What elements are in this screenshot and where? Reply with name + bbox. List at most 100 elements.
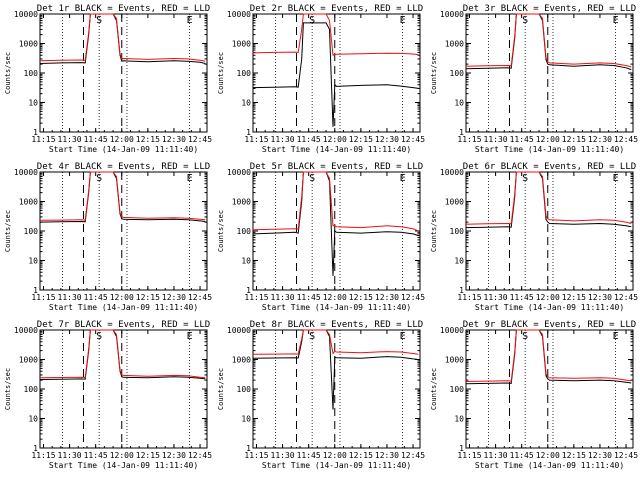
time-marker-label: S [522, 331, 528, 342]
y-tick-label: 10000 [440, 326, 464, 335]
y-axis-title: Counts/sec [217, 210, 225, 252]
events-series-line [39, 13, 206, 64]
x-tick-label: 12:00 [110, 135, 134, 144]
x-tick-label: 11:30 [271, 451, 295, 460]
x-tick-label: 12:15 [349, 293, 373, 302]
x-tick-label: 11:45 [84, 451, 108, 460]
panel-title: Det 7r BLACK = Events, RED = LLD [37, 320, 210, 330]
y-tick-label: 10000 [14, 326, 38, 335]
x-tick-label: 12:45 [188, 135, 212, 144]
y-tick-label: 1000 [232, 40, 251, 49]
y-axis-title: Counts/sec [430, 368, 438, 410]
x-tick-label: 11:15 [244, 451, 268, 460]
y-tick-label: 100 [237, 385, 252, 394]
y-axis-title: Counts/sec [430, 52, 438, 94]
y-tick-label: 1 [246, 286, 251, 295]
lld-series-line [39, 171, 206, 221]
x-tick-label: 11:30 [58, 451, 82, 460]
x-axis-title: Start Time (14-Jan-09 11:11:40) [49, 145, 198, 154]
lld-series-line [465, 171, 632, 225]
x-axis-title: Start Time (14-Jan-09 11:11:40) [475, 461, 624, 470]
x-tick-label: 11:30 [484, 293, 508, 302]
x-tick-label: 11:45 [84, 135, 108, 144]
panel-title: Det 2r BLACK = Events, RED = LLD [250, 4, 423, 14]
x-tick-label: 12:45 [614, 135, 638, 144]
y-tick-label: 10 [454, 99, 464, 108]
x-tick-label: 12:30 [588, 451, 612, 460]
y-tick-label: 100 [237, 227, 252, 236]
x-tick-label: 12:00 [536, 293, 560, 302]
lld-series-line [252, 13, 419, 56]
x-tick-label: 12:15 [136, 293, 160, 302]
time-marker-label: E [187, 331, 193, 342]
time-marker-label: S [96, 331, 102, 342]
x-tick-label: 11:30 [484, 135, 508, 144]
y-tick-label: 100 [450, 69, 465, 78]
x-tick-label: 12:45 [614, 293, 638, 302]
events-series-line [39, 171, 206, 223]
panel-title: Det 3r BLACK = Events, RED = LLD [463, 4, 636, 14]
panel-title: Det 4r BLACK = Events, RED = LLD [37, 162, 210, 172]
events-series-line [465, 329, 632, 385]
y-tick-label: 10000 [14, 10, 38, 19]
x-tick-label: 11:30 [58, 135, 82, 144]
y-tick-label: 1000 [445, 198, 464, 207]
x-axis-title: Start Time (14-Jan-09 11:11:40) [49, 303, 198, 312]
y-tick-label: 10 [241, 99, 251, 108]
y-tick-label: 1000 [445, 356, 464, 365]
y-tick-label: 1 [33, 128, 38, 137]
lld-series-line [252, 329, 419, 355]
x-tick-label: 12:00 [323, 293, 347, 302]
y-tick-label: 1 [459, 444, 464, 453]
y-tick-label: 10000 [227, 10, 251, 19]
y-axis-title: Counts/sec [4, 368, 12, 410]
x-tick-label: 12:30 [162, 135, 186, 144]
y-tick-label: 1 [246, 128, 251, 137]
x-tick-label: 11:15 [457, 135, 481, 144]
x-tick-label: 11:30 [484, 451, 508, 460]
y-tick-label: 1000 [19, 40, 38, 49]
y-tick-label: 1000 [19, 356, 38, 365]
x-tick-label: 11:45 [510, 135, 534, 144]
x-tick-label: 12:15 [136, 135, 160, 144]
time-marker-label: S [522, 15, 528, 26]
events-series-line [465, 13, 632, 71]
time-marker-label: E [613, 15, 619, 26]
x-tick-label: 11:45 [510, 451, 534, 460]
x-tick-label: 12:00 [110, 451, 134, 460]
y-tick-label: 10 [28, 257, 38, 266]
x-tick-label: 12:45 [614, 451, 638, 460]
x-tick-label: 11:15 [457, 451, 481, 460]
x-tick-label: 11:45 [297, 451, 321, 460]
y-tick-label: 1 [33, 286, 38, 295]
x-tick-label: 12:45 [188, 451, 212, 460]
y-tick-label: 1000 [232, 356, 251, 365]
plot-frame [465, 329, 634, 449]
x-tick-label: 12:30 [375, 451, 399, 460]
events-series-line [39, 329, 206, 380]
x-tick-label: 11:30 [271, 293, 295, 302]
y-axis-title: Counts/sec [217, 368, 225, 410]
x-tick-label: 11:15 [31, 451, 55, 460]
y-axis-title: Counts/sec [430, 210, 438, 252]
y-tick-label: 10 [454, 415, 464, 424]
y-tick-label: 10000 [14, 168, 38, 177]
y-tick-label: 1000 [445, 40, 464, 49]
panel-title: Det 6r BLACK = Events, RED = LLD [463, 162, 636, 172]
x-tick-label: 12:30 [162, 451, 186, 460]
y-tick-label: 100 [24, 69, 39, 78]
x-tick-label: 12:15 [562, 135, 586, 144]
plot-frame [39, 13, 208, 133]
x-tick-label: 12:45 [188, 293, 212, 302]
y-tick-label: 10 [28, 415, 38, 424]
plot-frame [465, 13, 634, 133]
x-tick-label: 12:15 [349, 135, 373, 144]
lld-series-line [465, 13, 632, 68]
y-tick-label: 1 [246, 444, 251, 453]
plot-frame [39, 329, 208, 449]
x-tick-label: 12:15 [562, 451, 586, 460]
